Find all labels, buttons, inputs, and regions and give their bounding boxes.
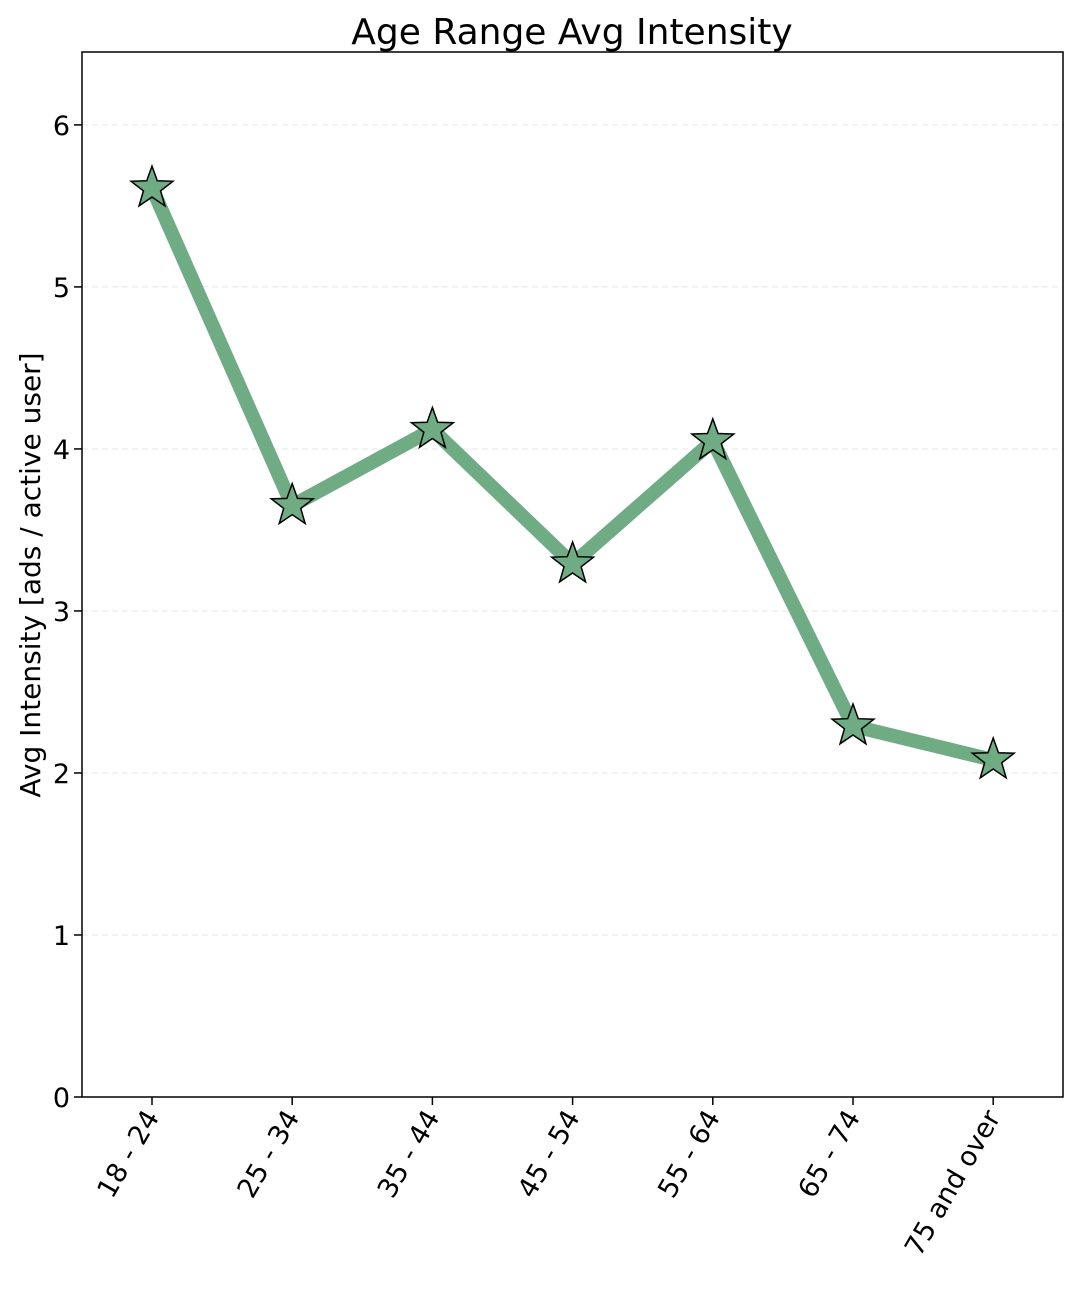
data-point-star	[269, 481, 316, 526]
x-tick-label: 18 - 24	[91, 1105, 166, 1203]
y-tick-label: 5	[53, 273, 70, 304]
data-point-star	[549, 539, 596, 584]
y-tick-label: 3	[53, 597, 70, 628]
x-tick-label: 65 - 74	[792, 1105, 867, 1203]
data-point-star	[689, 416, 736, 461]
x-tick-label: 55 - 64	[652, 1105, 727, 1203]
series-line	[145, 185, 995, 767]
grid-lines	[82, 124, 1063, 936]
y-tick-label: 6	[53, 111, 70, 142]
y-tick-label: 4	[53, 435, 70, 466]
y-axis-ticks: 0 1 2 3 4 5 6	[53, 111, 82, 1114]
data-point-star	[128, 163, 176, 208]
data-point-star	[829, 701, 877, 746]
x-tick-label: 75 and over	[899, 1104, 1008, 1261]
data-point-star	[409, 405, 456, 450]
plot-frame	[81, 51, 1064, 1098]
x-tick-label: 25 - 34	[232, 1105, 307, 1203]
y-axis-label: Avg Intensity [ads / active user]	[14, 352, 47, 797]
y-tick-label: 0	[53, 1083, 70, 1114]
x-tick-label: 45 - 54	[512, 1105, 587, 1203]
x-tick-label: 35 - 44	[372, 1105, 447, 1203]
y-tick-label: 1	[53, 921, 70, 952]
x-axis-ticks: 18 - 24 25 - 34 35 - 44 45 - 54 55 - 64 65 - …	[91, 1097, 1008, 1261]
y-tick-label: 2	[53, 759, 70, 790]
data-point-star	[970, 735, 1017, 780]
chart-title: Age Range Avg Intensity	[351, 12, 792, 53]
series-layer	[128, 163, 1017, 780]
